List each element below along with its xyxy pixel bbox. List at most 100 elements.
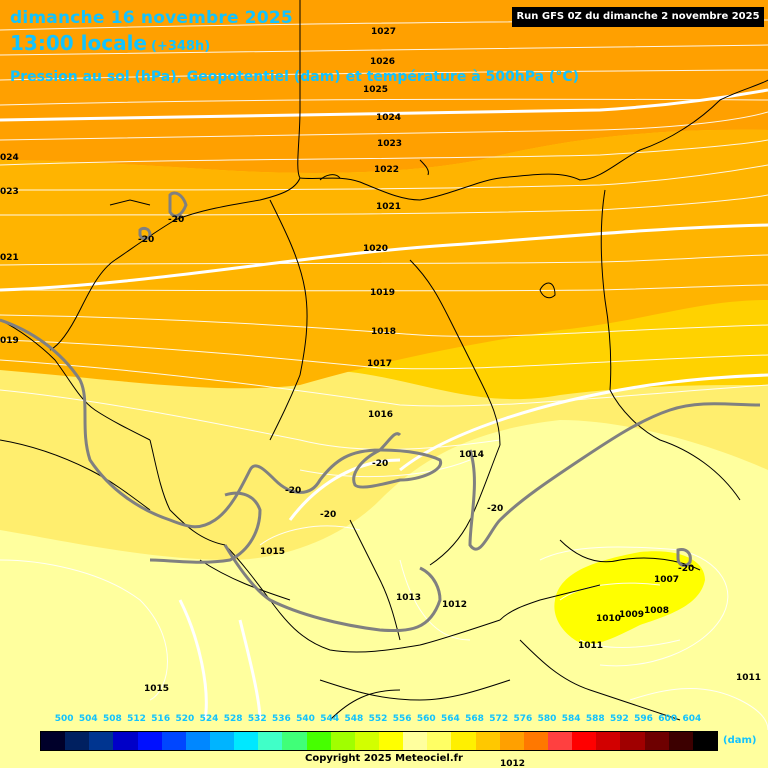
pressure-label: 1013 — [396, 593, 421, 603]
legend-swatch — [161, 732, 186, 750]
legend-colorbar — [40, 731, 718, 751]
legend-tick-label: 556 — [392, 714, 412, 724]
legend-tick-label: 512 — [127, 714, 146, 724]
pressure-label: 019 — [0, 336, 19, 346]
legend-swatch — [234, 732, 259, 750]
pressure-label: 1007 — [654, 575, 679, 585]
pressure-label: 023 — [0, 187, 19, 197]
forecast-time: 13:00 locale (+348h) — [10, 31, 210, 55]
legend-tick-label: 552 — [368, 714, 388, 724]
legend-tick-label: 536 — [272, 714, 291, 724]
legend-swatch — [65, 732, 90, 750]
legend-swatch — [185, 732, 210, 750]
legend-tick-label: 560 — [416, 714, 436, 724]
legend-tick-label: 504 — [78, 714, 98, 724]
temperature-label: -20 — [138, 235, 154, 245]
legend-swatch — [572, 732, 597, 750]
pressure-label: 1021 — [376, 202, 401, 212]
pressure-label: 1019 — [370, 288, 395, 298]
legend-swatch — [692, 732, 717, 750]
pressure-label: 1025 — [363, 85, 388, 95]
pressure-label: 024 — [0, 153, 19, 163]
temperature-label: -20 — [372, 459, 388, 469]
pressure-label: 1020 — [363, 244, 388, 254]
legend-tick-label: 568 — [465, 714, 484, 724]
legend-swatch — [523, 732, 548, 750]
run-info: Run GFS 0Z du dimanche 2 novembre 2025 — [512, 7, 764, 27]
pressure-label: 1016 — [368, 410, 393, 420]
pressure-label: 1026 — [370, 57, 395, 67]
pressure-label: 1022 — [374, 165, 399, 175]
legend-tick-label: 540 — [296, 714, 315, 724]
legend-tick-label: 548 — [344, 714, 364, 724]
band-572-576 — [0, 0, 768, 173]
legend-swatch — [41, 732, 66, 750]
legend-tick-label: 588 — [585, 714, 605, 724]
legend-tick-label: 600 — [658, 714, 678, 724]
pressure-label: 1027 — [371, 27, 396, 37]
band-556-yellow-low — [554, 551, 705, 645]
legend-tick-label: 584 — [561, 714, 581, 724]
pressure-label: 1010 — [596, 614, 621, 624]
legend-tick-label: 580 — [537, 714, 557, 724]
temperature-contour — [0, 191, 761, 633]
legend-tick-label: 564 — [441, 714, 460, 724]
legend-tick-label: 500 — [54, 714, 74, 724]
legend-tick-label: 596 — [634, 714, 653, 724]
pressure-label: 1024 — [376, 113, 401, 123]
legend-swatch — [547, 732, 573, 750]
legend-swatch — [475, 732, 500, 750]
legend-tick-label: 508 — [103, 714, 122, 724]
legend-tick-label: 592 — [610, 714, 629, 724]
legend-swatch — [620, 732, 645, 750]
pressure-label: 021 — [0, 253, 19, 263]
legend-swatch — [499, 732, 524, 750]
legend-tick-label: 528 — [223, 714, 243, 724]
pressure-label: 1011 — [736, 673, 761, 683]
pressure-label: 1015 — [144, 684, 169, 694]
temperature-label: -20 — [487, 504, 503, 514]
pressure-label: 1017 — [367, 359, 392, 369]
pressure-label: 1008 — [644, 606, 669, 616]
legend-tick-label: 576 — [513, 714, 533, 724]
pressure-label: 1012 — [442, 600, 467, 610]
temperature-labels: -20 -20 -20 -20 -20 -20 -20 — [138, 215, 694, 574]
legend-swatch — [644, 732, 669, 750]
legend-swatch — [113, 732, 138, 750]
pressure-label: 1015 — [260, 547, 285, 557]
legend-swatch — [209, 732, 235, 750]
legend-tick-label: 572 — [489, 714, 509, 724]
pressure-label: 1023 — [377, 139, 402, 149]
pressure-label: 1009 — [619, 610, 644, 620]
pressure-label: 1018 — [371, 327, 396, 337]
islands — [109, 159, 556, 299]
legend-tick-label: 516 — [151, 714, 171, 724]
legend-swatch — [403, 732, 428, 750]
legend-swatch — [89, 732, 114, 750]
legend-tick-label: 520 — [175, 714, 195, 724]
legend-ticks: 500 504 508 512 516 520 524 528 532 536 540 544 548 5… — [55, 714, 730, 728]
parameter-description: Pression au sol (hPa), Geopotentiel (dam… — [10, 69, 579, 85]
legend-swatch — [427, 732, 452, 750]
legend-swatch — [258, 732, 283, 750]
band-568-572 — [0, 129, 768, 389]
forecast-time-value: 13:00 locale — [10, 31, 147, 55]
forecast-date: dimanche 16 novembre 2025 — [10, 8, 293, 28]
legend-tick-label: 604 — [682, 714, 702, 724]
legend-tick-label: 532 — [247, 714, 267, 724]
lead-time: (+348h) — [151, 39, 211, 54]
isobars-major — [0, 88, 768, 721]
legend-swatch — [354, 732, 379, 750]
pressure-label: 1014 — [459, 450, 484, 460]
pressure-labels: 1027 1026 1025 1024 1023 1022 1021 1020 … — [0, 27, 761, 768]
legend-tick-label: 524 — [199, 714, 219, 724]
pressure-label: 1011 — [578, 641, 603, 651]
legend-tick-label: 544 — [320, 714, 340, 724]
legend-unit: (dam) — [723, 735, 757, 746]
legend-swatch — [137, 732, 162, 750]
temperature-label: -20 — [320, 510, 336, 520]
temperature-label: -20 — [168, 215, 184, 225]
temperature-label: -20 — [285, 486, 301, 496]
legend-swatch — [596, 732, 621, 750]
